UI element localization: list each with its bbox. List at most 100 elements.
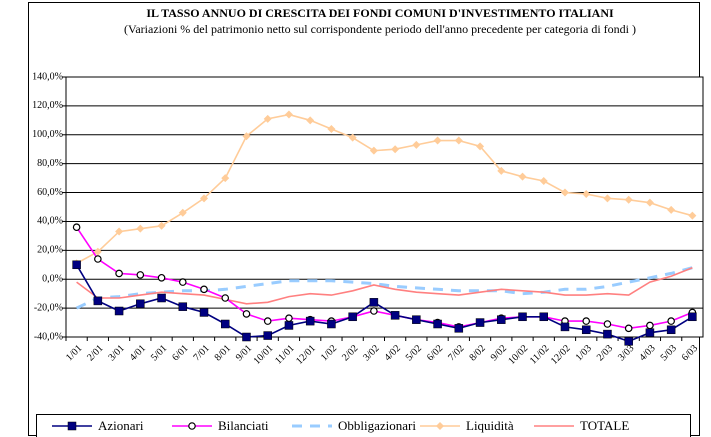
marker-circle bbox=[667, 317, 675, 325]
y-tick-label: 40,0% bbox=[37, 216, 63, 227]
marker-diamond bbox=[136, 224, 145, 233]
marker-diamond bbox=[518, 172, 527, 181]
marker-diamond bbox=[560, 188, 569, 197]
marker-diamond bbox=[263, 114, 272, 123]
marker-diamond bbox=[306, 116, 315, 125]
marker-circle bbox=[263, 317, 272, 325]
marker-diamond bbox=[369, 146, 378, 155]
marker-circle bbox=[624, 324, 633, 333]
marker-circle bbox=[188, 422, 196, 430]
marker-diamond bbox=[497, 166, 506, 175]
y-tick-label: 80,0% bbox=[37, 158, 63, 169]
marker-square bbox=[624, 337, 633, 346]
marker-diamond bbox=[242, 132, 251, 141]
marker-diamond bbox=[178, 208, 187, 217]
marker-square bbox=[369, 298, 379, 307]
marker-circle bbox=[582, 317, 591, 325]
marker-square bbox=[539, 312, 548, 322]
marker-circle bbox=[136, 271, 145, 279]
y-tick-label: 140,0% bbox=[32, 71, 63, 82]
marker-diamond bbox=[688, 211, 697, 220]
marker-square bbox=[412, 315, 421, 324]
marker-square bbox=[67, 421, 77, 431]
marker-diamond bbox=[221, 174, 230, 183]
marker-square bbox=[157, 293, 166, 303]
legend-label: Liquidità bbox=[466, 418, 514, 433]
y-tick-label: 60,0% bbox=[37, 187, 63, 198]
marker-circle bbox=[115, 269, 123, 278]
marker-square bbox=[178, 302, 188, 311]
marker-diamond bbox=[454, 136, 463, 145]
legend-label: Bilanciati bbox=[218, 418, 269, 433]
marker-square bbox=[93, 296, 103, 306]
marker-square bbox=[263, 331, 272, 340]
marker-square bbox=[327, 319, 336, 329]
marker-square bbox=[666, 325, 676, 335]
marker-diamond bbox=[433, 136, 442, 145]
marker-diamond bbox=[603, 194, 612, 203]
marker-diamond bbox=[93, 247, 102, 256]
chart-subtitle: (Variazioni % del patrimonio netto sul c… bbox=[124, 22, 636, 36]
y-tick-label: 20,0% bbox=[37, 245, 63, 256]
marker-circle bbox=[157, 273, 166, 282]
marker-circle bbox=[646, 321, 654, 330]
marker-diamond bbox=[412, 140, 421, 149]
marker-square bbox=[390, 311, 400, 320]
marker-square bbox=[688, 312, 697, 322]
marker-square bbox=[199, 308, 209, 317]
marker-square bbox=[603, 329, 612, 339]
marker-square bbox=[560, 322, 570, 332]
marker-diamond bbox=[327, 125, 336, 133]
marker-square bbox=[475, 318, 485, 327]
marker-square bbox=[305, 316, 315, 326]
marker-diamond bbox=[476, 142, 485, 151]
marker-square bbox=[518, 312, 527, 322]
y-tick-label: -20,0% bbox=[34, 302, 63, 313]
marker-square bbox=[348, 312, 357, 322]
marker-diamond bbox=[539, 177, 548, 185]
marker-diamond bbox=[200, 194, 209, 203]
marker-diamond bbox=[667, 205, 676, 214]
marker-square bbox=[242, 332, 251, 342]
marker-diamond bbox=[436, 422, 444, 430]
series-line bbox=[76, 266, 693, 305]
marker-diamond bbox=[115, 227, 124, 236]
series-line bbox=[75, 266, 693, 310]
legend-label: Obbligazionari bbox=[338, 418, 416, 433]
marker-diamond bbox=[348, 133, 357, 142]
marker-square bbox=[454, 324, 464, 333]
marker-square bbox=[114, 306, 124, 316]
marker-square bbox=[284, 321, 294, 330]
marker-square bbox=[72, 260, 81, 270]
marker-diamond bbox=[582, 190, 591, 198]
chart-title: IL TASSO ANNUO DI CRESCITA DEI FONDI COM… bbox=[146, 6, 614, 20]
marker-square bbox=[645, 328, 655, 337]
marker-square bbox=[497, 315, 506, 324]
marker-circle bbox=[200, 285, 208, 294]
marker-diamond bbox=[624, 195, 633, 204]
marker-diamond bbox=[645, 198, 654, 207]
y-tick-label: 120,0% bbox=[32, 100, 63, 111]
marker-diamond bbox=[157, 221, 166, 230]
marker-circle bbox=[370, 307, 378, 315]
marker-square bbox=[136, 299, 145, 309]
marker-square bbox=[581, 325, 591, 335]
marker-circle bbox=[285, 314, 293, 323]
marker-circle bbox=[242, 310, 251, 318]
marker-circle bbox=[221, 294, 230, 302]
marker-diamond bbox=[284, 110, 293, 119]
marker-square bbox=[221, 319, 230, 329]
legend-label: Azionari bbox=[98, 418, 144, 433]
marker-circle bbox=[94, 255, 102, 263]
marker-circle bbox=[178, 278, 187, 286]
marker-circle bbox=[72, 223, 81, 232]
y-tick-label: 0,0% bbox=[42, 274, 63, 285]
y-tick-label: 100,0% bbox=[32, 129, 63, 140]
legend-label: TOTALE bbox=[580, 418, 629, 433]
marker-circle bbox=[603, 320, 612, 328]
marker-square bbox=[433, 319, 442, 329]
legend-box bbox=[36, 414, 691, 437]
marker-diamond bbox=[391, 145, 400, 154]
series-line bbox=[76, 113, 693, 265]
